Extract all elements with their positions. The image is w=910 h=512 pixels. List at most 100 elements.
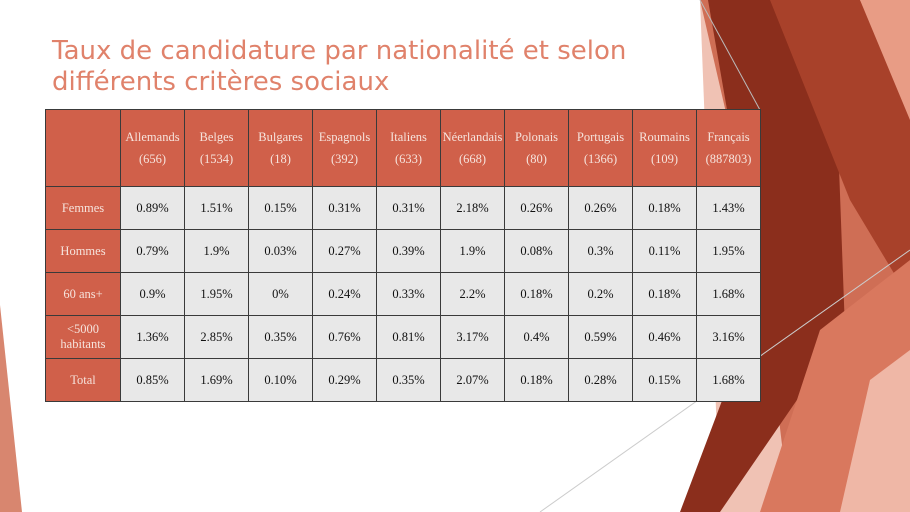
column-header: Français (887803) (696, 109, 761, 187)
table-cell: 0.29% (312, 358, 377, 402)
table-cell: 0.18% (504, 358, 569, 402)
column-count: (18) (270, 152, 291, 166)
slide-title-line: Taux de candidature par nationalité et s… (52, 36, 627, 66)
table-cell: 0.81% (376, 315, 441, 359)
column-header: Belges (1534) (184, 109, 249, 187)
table-cell: 1.36% (120, 315, 185, 359)
column-name: Allemands (125, 130, 180, 144)
table-cell: 1.69% (184, 358, 249, 402)
column-name: Espagnols (318, 130, 371, 144)
table-cell: 0.85% (120, 358, 185, 402)
table-cell: 1.68% (696, 272, 761, 316)
table-cell: 1.43% (696, 186, 761, 230)
table-row: 60 ans+ 0.9% 1.95% 0% 0.24% 0.33% 2.2% 0… (45, 272, 761, 316)
table-cell: 0.46% (632, 315, 697, 359)
table-cell: 0.18% (504, 272, 569, 316)
table-cell: 1.9% (440, 229, 505, 273)
column-header: Roumains (109) (632, 109, 697, 187)
bottom-right-pale (840, 350, 910, 512)
table-cell: 0.31% (376, 186, 441, 230)
column-header: Polonais (80) (504, 109, 569, 187)
column-name: Néerlandais (442, 130, 503, 144)
table-cell: 2.18% (440, 186, 505, 230)
table-cell: 0.18% (632, 272, 697, 316)
table-cell: 0.31% (312, 186, 377, 230)
row-label-line: Hommes (60, 243, 106, 258)
right-light-band (860, 0, 910, 120)
table-cell: 0.39% (376, 229, 441, 273)
table-cell: 2.85% (184, 315, 249, 359)
column-header: Allemands (656) (120, 109, 185, 187)
table-cell: 0.76% (312, 315, 377, 359)
table-row: <5000 habitants 1.36% 2.85% 0.35% 0.76% 0… (45, 315, 761, 359)
table-cell: 0.3% (568, 229, 633, 273)
table-cell: 0.15% (632, 358, 697, 402)
column-count: (1534) (199, 152, 234, 166)
row-label: Femmes (45, 186, 121, 230)
column-name: Bulgares (258, 130, 303, 144)
table-cell: 0.24% (312, 272, 377, 316)
table-cell: 0.79% (120, 229, 185, 273)
table-cell: 0.26% (568, 186, 633, 230)
row-label-line: habitants (60, 337, 106, 351)
column-count: (656) (138, 152, 167, 166)
table-cell: 1.68% (696, 358, 761, 402)
table-row: Femmes 0.89% 1.51% 0.15% 0.31% 0.31% 2.1… (45, 186, 761, 230)
table-cell: 0.15% (248, 186, 313, 230)
table-cell: 1.95% (184, 272, 249, 316)
table-cell: 0.27% (312, 229, 377, 273)
column-count: (668) (458, 152, 487, 166)
table-cell: 0.89% (120, 186, 185, 230)
left-edge-shape (0, 305, 22, 512)
table-row: Total 0.85% 1.69% 0.10% 0.29% 0.35% 2.07… (45, 358, 761, 402)
table-cell: 1.51% (184, 186, 249, 230)
column-name: Belges (199, 130, 234, 144)
row-label-line: Total (70, 372, 96, 387)
table-cell: 0.35% (248, 315, 313, 359)
column-header: Portugais (1366) (568, 109, 633, 187)
table-cell: 0.35% (376, 358, 441, 402)
table-cell: 0.08% (504, 229, 569, 273)
table-cell: 0.9% (120, 272, 185, 316)
table-cell: 0.11% (632, 229, 697, 273)
column-header: Espagnols (392) (312, 109, 377, 187)
column-count: (80) (526, 152, 547, 166)
column-name: Portugais (576, 130, 625, 144)
header-corner-cell (45, 109, 121, 187)
column-count: (392) (330, 152, 359, 166)
table-cell: 2.07% (440, 358, 505, 402)
slide-title-line: différents critères sociaux (52, 67, 390, 97)
column-count: (109) (650, 152, 679, 166)
table-cell: 1.9% (184, 229, 249, 273)
column-name: Italiens (390, 130, 427, 144)
table-cell: 0% (248, 272, 313, 316)
column-name: Roumains (639, 130, 690, 144)
table-cell: 0.18% (632, 186, 697, 230)
nationality-table: Allemands (656) Belges (1534) Bulgares (18)… (45, 109, 761, 402)
row-label: <5000 habitants (45, 315, 121, 359)
row-label: Hommes (45, 229, 121, 273)
column-header: Italiens (633) (376, 109, 441, 187)
right-deep-shape (770, 0, 910, 300)
table-cell: 0.28% (568, 358, 633, 402)
table-cell: 0.10% (248, 358, 313, 402)
row-label-line: <5000 (66, 322, 100, 336)
row-label: 60 ans+ (45, 272, 121, 316)
column-name: Français (707, 130, 750, 144)
table-cell: 3.16% (696, 315, 761, 359)
column-header: Néerlandais (668) (440, 109, 505, 187)
thin-line-1 (699, 0, 761, 111)
row-label: Total (45, 358, 121, 402)
column-count: (633) (394, 152, 423, 166)
table-cell: 2.2% (440, 272, 505, 316)
table-cell: 0.2% (568, 272, 633, 316)
table-cell: 0.26% (504, 186, 569, 230)
column-count: (887803) (705, 152, 752, 166)
table-cell: 1.95% (696, 229, 761, 273)
table-cell: 0.33% (376, 272, 441, 316)
column-count: (1366) (583, 152, 618, 166)
table-header-row: Allemands (656) Belges (1534) Bulgares (18)… (45, 109, 761, 187)
table-cell: 0.03% (248, 229, 313, 273)
column-name: Polonais (514, 130, 559, 144)
column-header: Bulgares (18) (248, 109, 313, 187)
